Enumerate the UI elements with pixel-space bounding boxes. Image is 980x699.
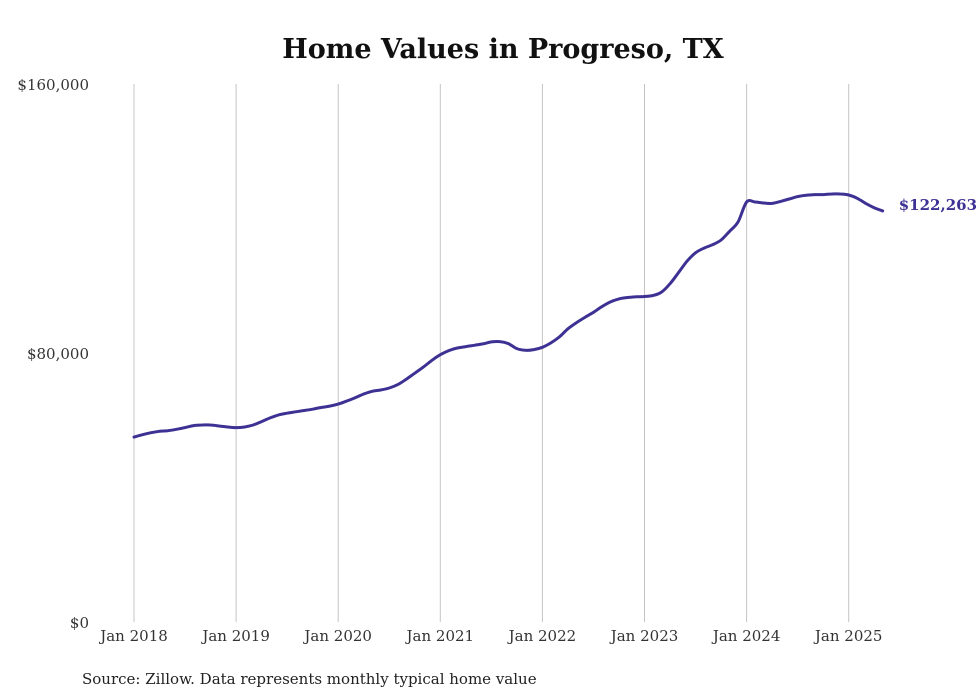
x-tick-label: Jan 2021: [405, 627, 475, 645]
y-axis-ticks: $0 $80,000 $160,000: [17, 76, 89, 632]
y-tick-label: $80,000: [27, 345, 89, 363]
end-value-label: $122,263: [899, 196, 977, 214]
x-tick-label: Jan 2019: [200, 627, 270, 645]
x-tick-label: Jan 2024: [711, 627, 781, 645]
y-tick-label: $0: [70, 614, 89, 632]
x-tick-label: Jan 2022: [507, 627, 577, 645]
x-tick-label: Jan 2020: [302, 627, 372, 645]
source-note: Source: Zillow. Data represents monthly …: [82, 670, 537, 688]
series-line-home-value: [132, 192, 885, 439]
chart-title: Home Values in Progreso, TX: [282, 34, 724, 65]
gridlines: [133, 84, 850, 622]
x-tick-label: Jan 2025: [813, 627, 883, 645]
y-tick-label: $160,000: [17, 76, 89, 94]
x-tick-label: Jan 2023: [609, 627, 679, 645]
x-axis-ticks: Jan 2018 Jan 2019 Jan 2020 Jan 2021 Jan 2022…: [98, 627, 882, 645]
x-tick-label: Jan 2018: [98, 627, 168, 645]
